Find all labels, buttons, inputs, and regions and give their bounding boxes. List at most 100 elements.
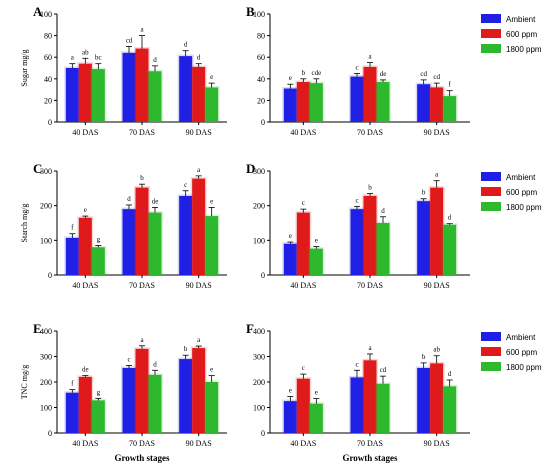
bar <box>65 68 79 122</box>
x-tick-label: 70 DAS <box>357 128 383 137</box>
significance-letter: g <box>97 388 101 396</box>
bar <box>309 83 323 122</box>
significance-letter: e <box>84 206 87 214</box>
bar <box>135 48 149 123</box>
panel-letter: F <box>246 321 254 336</box>
bar <box>309 403 323 433</box>
x-tick-label: 90 DAS <box>186 281 212 290</box>
significance-letter: c <box>355 360 358 368</box>
legend-label: Ambient <box>506 15 536 24</box>
y-tick-label: 20 <box>44 96 52 105</box>
panel-letter: B <box>246 4 255 19</box>
legend-label: 1800 ppm <box>506 363 542 372</box>
panel-b: B 0 20 40 60 80 100 40 DAS e b cde 70 DAS c a de 90 DAS… <box>246 4 470 137</box>
significance-letter: d <box>153 360 157 368</box>
legend-swatch <box>481 202 501 211</box>
bar <box>192 348 206 433</box>
significance-letter: d <box>381 207 385 215</box>
bar <box>78 63 92 122</box>
bar <box>430 363 444 433</box>
panel-f: F 0 100 200 300 400 40 DAS e c e 70 DAS c a cd 90 DAS b… <box>246 321 470 463</box>
y-tick-label: 0 <box>48 271 52 280</box>
significance-letter: bc <box>95 54 102 62</box>
bar <box>122 52 136 122</box>
significance-letter: b <box>302 69 306 77</box>
legend: Ambient 600 ppm 1800 ppm <box>481 172 542 212</box>
bar <box>205 216 219 275</box>
y-tick-label: 80 <box>44 32 52 41</box>
significance-letter: b <box>422 189 426 197</box>
legend: Ambient 600 ppm 1800 ppm <box>481 332 542 372</box>
panel-c: C Starch mg/g 0 100 200 300 40 DAS f e g 70 DAS d b d… <box>20 161 227 290</box>
legend-label: 1800 ppm <box>506 45 542 54</box>
bar <box>443 96 457 122</box>
panel-letter: E <box>33 321 42 336</box>
significance-letter: d <box>448 214 452 222</box>
significance-letter: b <box>184 345 188 353</box>
bar <box>91 69 105 122</box>
bar <box>443 224 457 275</box>
bar <box>363 66 377 122</box>
y-tick-label: 100 <box>253 10 265 19</box>
y-tick-label: 40 <box>257 75 265 84</box>
significance-letter: e <box>315 237 318 245</box>
significance-letter: ab <box>82 48 89 56</box>
y-tick-label: 200 <box>253 378 265 387</box>
significance-letter: c <box>127 355 130 363</box>
significance-letter: a <box>368 344 372 352</box>
significance-letter: d <box>184 41 188 49</box>
bar <box>376 223 390 275</box>
x-tick-label: 40 DAS <box>290 128 316 137</box>
significance-letter: a <box>368 53 372 61</box>
x-tick-label: 90 DAS <box>424 439 450 448</box>
bar <box>283 88 297 122</box>
significance-letter: d <box>448 370 452 378</box>
y-tick-label: 0 <box>261 271 265 280</box>
significance-letter: e <box>210 197 213 205</box>
bar <box>148 71 162 122</box>
x-tick-label: 40 DAS <box>72 281 98 290</box>
bar <box>179 195 193 275</box>
x-axis-title: Growth stages <box>342 453 398 463</box>
y-tick-label: 300 <box>40 353 52 362</box>
bar <box>430 187 444 275</box>
bar <box>205 382 219 433</box>
significance-letter: a <box>71 54 75 62</box>
significance-letter: b <box>422 353 426 361</box>
legend-swatch <box>481 347 501 356</box>
y-tick-label: 100 <box>40 10 52 19</box>
significance-letter: cd <box>380 366 387 374</box>
y-tick-label: 20 <box>257 96 265 105</box>
significance-letter: cd <box>420 70 427 78</box>
significance-letter: d <box>127 195 131 203</box>
bar <box>430 87 444 122</box>
legend-swatch <box>481 44 501 53</box>
x-tick-label: 90 DAS <box>186 128 212 137</box>
y-tick-label: 100 <box>253 236 265 245</box>
y-axis-label: Sugar mg/g <box>20 49 29 86</box>
y-tick-label: 0 <box>261 118 265 127</box>
x-tick-label: 90 DAS <box>186 439 212 448</box>
significance-letter: b <box>368 184 372 192</box>
x-tick-label: 40 DAS <box>72 128 98 137</box>
y-tick-label: 100 <box>40 404 52 413</box>
significance-letter: e <box>315 389 318 397</box>
significance-letter: e <box>289 232 292 240</box>
y-tick-label: 200 <box>40 378 52 387</box>
legend: Ambient 600 ppm 1800 ppm <box>481 14 542 54</box>
legend-label: 600 ppm <box>506 30 537 39</box>
y-axis-label: Starch mg/g <box>20 204 29 243</box>
y-tick-label: 60 <box>257 53 265 62</box>
bar <box>91 247 105 275</box>
bar <box>205 87 219 122</box>
x-tick-label: 70 DAS <box>129 439 155 448</box>
significance-letter: c <box>302 364 305 372</box>
bar <box>283 243 297 275</box>
bar <box>65 392 79 433</box>
bar <box>78 217 92 275</box>
legend-swatch <box>481 29 501 38</box>
legend-label: 600 ppm <box>506 348 537 357</box>
bar <box>91 400 105 433</box>
y-tick-label: 0 <box>48 118 52 127</box>
